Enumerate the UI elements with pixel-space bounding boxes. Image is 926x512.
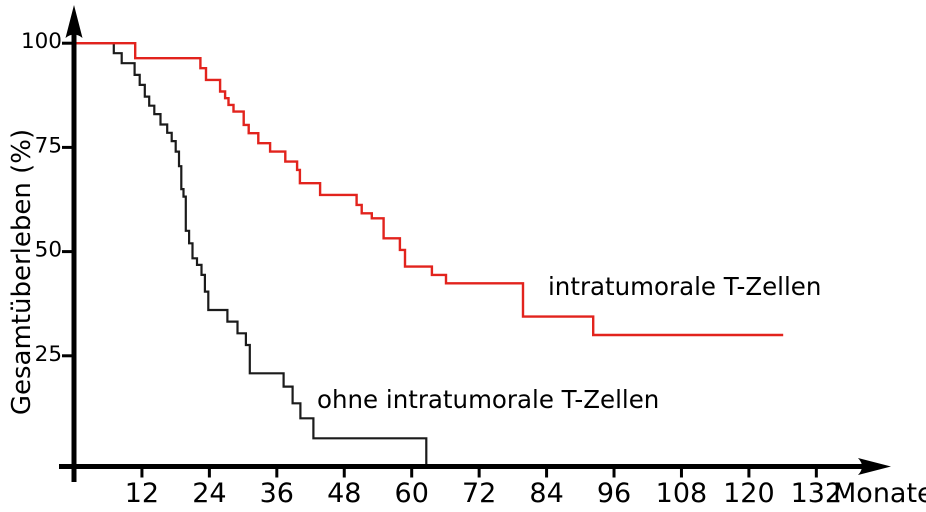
x-tick-label: 132 <box>791 478 843 509</box>
x-axis-title: Monate <box>833 478 926 509</box>
series-curve-intratumorale-t-zellen <box>74 42 784 337</box>
y-tick-label: 100 <box>21 29 62 54</box>
x-tick-label: 120 <box>723 478 775 509</box>
x-tick-label: 60 <box>395 478 429 509</box>
x-tick-label: 108 <box>656 478 708 509</box>
x-axis-arrow-icon <box>858 458 891 475</box>
x-tick-label: 24 <box>192 478 226 509</box>
series-curves <box>74 42 784 467</box>
y-tick-label: 25 <box>35 342 62 367</box>
x-tick-label: 48 <box>327 478 361 509</box>
x-tick-label: 84 <box>529 478 563 509</box>
y-axis-arrow-icon <box>65 5 83 38</box>
x-axis-ticks: 12 24 36 48 60 72 84 96 108 120 132 <box>125 466 843 509</box>
series-curve-ohne-intratumorale-t-zellen <box>74 42 428 467</box>
x-tick-label: 12 <box>125 478 159 509</box>
x-tick-label: 72 <box>462 478 496 509</box>
y-axis-ticks: 100 75 50 25 <box>21 29 74 367</box>
x-tick-label: 36 <box>260 478 294 509</box>
x-tick-label: 96 <box>597 478 631 509</box>
annotation-without-t-cells: ohne intratumorale T-Zellen <box>317 385 659 414</box>
annotation-with-t-cells: intratumorale T-Zellen <box>548 272 821 301</box>
y-axis-title: Gesamtüberleben (%) <box>7 129 37 415</box>
y-tick-label: 50 <box>35 238 62 263</box>
y-tick-label: 75 <box>35 133 62 158</box>
